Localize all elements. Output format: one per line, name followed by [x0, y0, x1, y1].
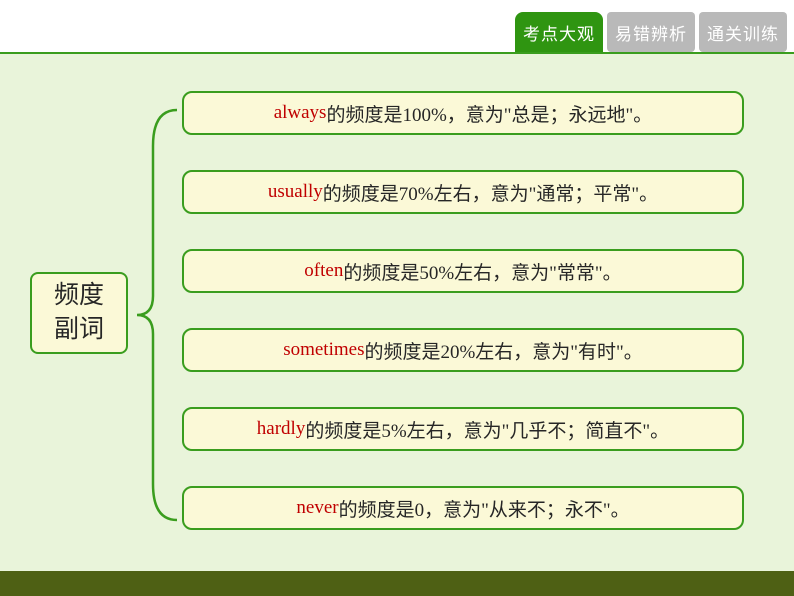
adverb-desc: 的频度是0，意为"从来不；永不"。 [339, 495, 630, 522]
freq-card-never: never 的频度是0，意为"从来不；永不"。 [182, 486, 744, 530]
freq-card-usually: usually 的频度是70%左右，意为"通常；平常"。 [182, 170, 744, 214]
tab-error-analysis[interactable]: 易错辨析 [607, 12, 695, 52]
brace-connector [133, 106, 179, 524]
adverb-desc: 的频度是50%左右，意为"常常"。 [343, 258, 621, 285]
item-list: always 的频度是100%，意为"总是；永远地"。 usually 的频度是… [182, 91, 744, 530]
freq-card-often: often 的频度是50%左右，意为"常常"。 [182, 249, 744, 293]
adverb-word: usually [268, 181, 323, 203]
adverb-desc: 的频度是20%左右，意为"有时"。 [364, 337, 642, 364]
adverb-word: never [296, 497, 338, 519]
freq-card-always: always 的频度是100%，意为"总是；永远地"。 [182, 91, 744, 135]
tab-group: 考点大观 易错辨析 通关训练 [515, 12, 787, 52]
freq-card-hardly: hardly 的频度是5%左右，意为"几乎不；简直不"。 [182, 407, 744, 451]
adverb-word: always [274, 102, 327, 124]
adverb-word: hardly [257, 418, 306, 440]
root-label: 频度副词 [54, 279, 104, 347]
freq-card-sometimes: sometimes 的频度是20%左右，意为"有时"。 [182, 328, 744, 372]
footer-bar [0, 571, 794, 596]
tab-exam-points[interactable]: 考点大观 [515, 12, 603, 52]
header-bar: 考点大观 易错辨析 通关训练 [0, 0, 794, 52]
root-label-box: 频度副词 [30, 272, 128, 354]
content-area: 频度副词 always 的频度是100%，意为"总是；永远地"。 usually… [0, 52, 794, 571]
adverb-word: sometimes [283, 339, 364, 361]
adverb-word: often [304, 260, 343, 282]
adverb-desc: 的频度是100%，意为"总是；永远地"。 [326, 100, 652, 127]
adverb-desc: 的频度是5%左右，意为"几乎不；简直不"。 [305, 416, 669, 443]
adverb-desc: 的频度是70%左右，意为"通常；平常"。 [323, 179, 658, 206]
tab-practice[interactable]: 通关训练 [699, 12, 787, 52]
